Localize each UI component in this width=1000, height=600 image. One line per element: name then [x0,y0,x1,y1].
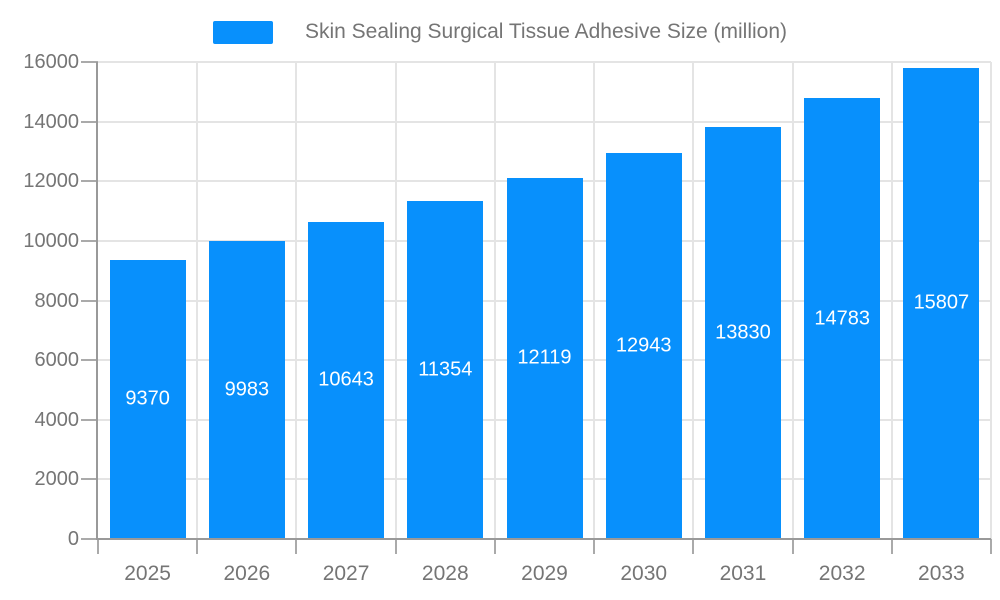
y-axis-label: 4000 [34,408,80,431]
x-axis-label: 2031 [719,562,767,585]
x-axis-tick [196,539,199,554]
y-axis-label: 12000 [23,170,79,193]
bar[interactable]: 14783 [804,98,881,539]
y-axis-label: 8000 [34,289,80,312]
x-axis-tick [890,539,893,554]
x-axis-tick [493,539,496,554]
x-axis-line [96,538,991,540]
bar[interactable]: 13830 [704,126,781,539]
x-axis-label: 2025 [124,562,171,585]
x-gridline [890,62,893,539]
y-axis-tick [81,538,98,540]
y-axis-tick [81,359,98,362]
x-axis-label: 2032 [818,562,866,585]
y-axis-tick [81,120,98,123]
bar[interactable]: 9370 [109,259,186,539]
y-axis-tick [81,478,98,481]
x-gridline [692,62,695,539]
x-gridline [295,62,298,539]
x-gridline [493,62,496,539]
bar-value-label: 14783 [814,307,870,330]
x-axis-tick [692,539,695,554]
x-axis-tick [990,539,992,554]
y-gridline [98,61,991,63]
x-axis-tick [394,539,397,554]
bar-value-label: 9370 [125,387,170,410]
bar-value-label: 13830 [715,321,771,344]
legend-label: Skin Sealing Surgical Tissue Adhesive Si… [304,20,788,43]
x-axis-tick [791,539,794,554]
bar-value-label: 12943 [615,334,672,357]
y-axis-line [96,62,98,539]
x-gridline [196,62,199,539]
y-axis-label: 2000 [34,468,80,491]
y-axis-label: 14000 [23,110,79,133]
x-axis-label: 2033 [918,562,965,585]
x-gridline [990,62,992,539]
x-axis-label: 2030 [620,562,668,585]
y-axis-tick [81,418,98,421]
bar-value-label: 15807 [913,291,970,314]
x-axis-label: 2026 [223,562,271,585]
y-axis-label: 6000 [34,349,80,372]
x-gridline [791,62,794,539]
bar[interactable]: 15807 [903,67,980,539]
bar-value-label: 11354 [418,358,473,381]
y-gridline [98,120,991,123]
y-axis-label: 10000 [23,229,79,252]
bar[interactable]: 11354 [407,200,484,539]
bar[interactable]: 12119 [506,177,583,539]
bar-value-label: 10643 [318,368,374,391]
y-axis-tick [81,239,98,242]
x-axis-tick [97,539,99,554]
bar-value-label: 9983 [224,378,270,401]
bar[interactable]: 12943 [605,153,682,539]
bar[interactable]: 10643 [308,221,385,539]
y-axis-tick [81,61,98,63]
legend-swatch-icon [212,20,273,44]
chart-legend[interactable]: Skin Sealing Surgical Tissue Adhesive Si… [0,19,1000,45]
x-gridline [593,62,596,539]
y-axis-tick [81,299,98,302]
y-axis-label: 16000 [23,51,79,73]
bar-value-label: 12119 [517,346,572,369]
x-axis-tick [593,539,596,554]
y-axis-tick [81,180,98,183]
x-axis-label: 2029 [521,562,568,585]
bar[interactable]: 9983 [208,241,285,539]
x-axis-label: 2027 [322,562,370,585]
y-axis-label: 0 [67,528,79,550]
x-axis-tick [295,539,298,554]
x-axis-label: 2028 [421,562,469,585]
x-gridline [394,62,397,539]
